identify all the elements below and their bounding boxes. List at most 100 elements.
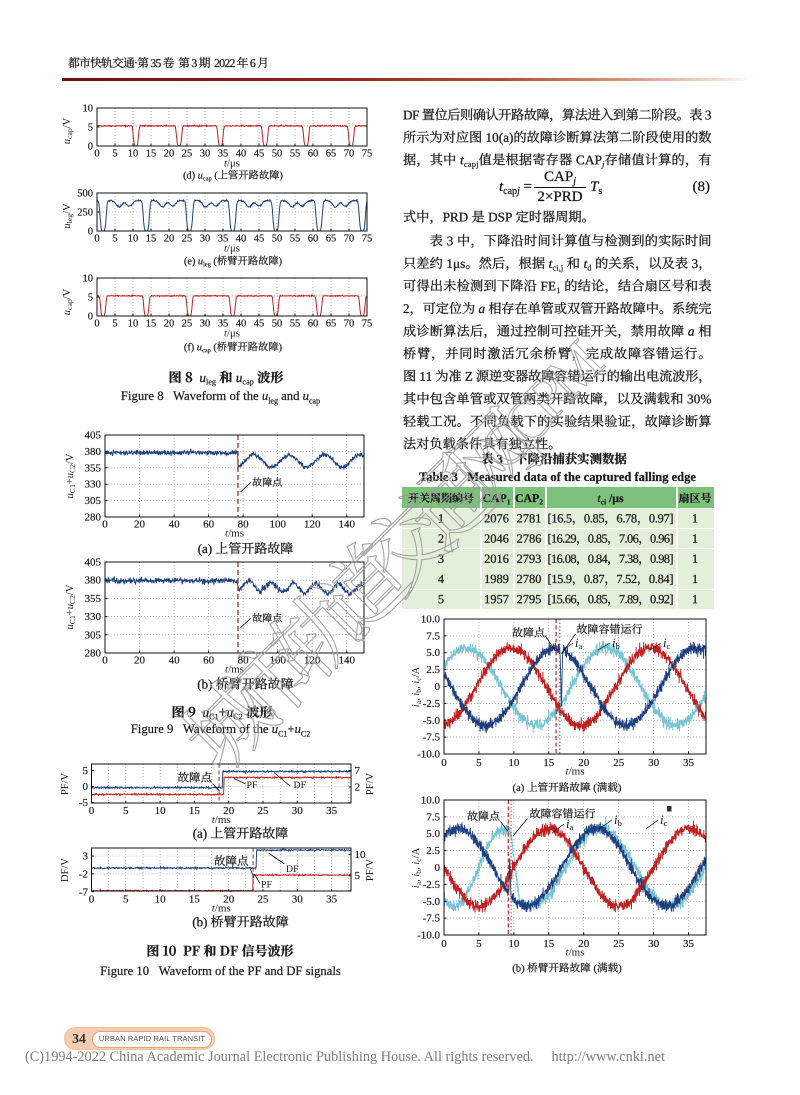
svg-text:35: 35 bbox=[218, 319, 229, 330]
svg-text:5: 5 bbox=[88, 293, 93, 304]
svg-text:ib: ib bbox=[612, 636, 620, 651]
svg-text:80: 80 bbox=[238, 655, 250, 667]
svg-text:-10.0: -10.0 bbox=[417, 749, 440, 761]
svg-text:ucap/V: ucap/V bbox=[62, 288, 74, 315]
svg-text:25: 25 bbox=[258, 805, 270, 817]
svg-text:65: 65 bbox=[326, 234, 337, 245]
svg-text:0: 0 bbox=[94, 319, 99, 330]
svg-text:75: 75 bbox=[362, 234, 373, 245]
svg-text:7: 7 bbox=[355, 765, 361, 777]
svg-text:500: 500 bbox=[77, 189, 93, 200]
svg-text:55: 55 bbox=[290, 319, 301, 330]
svg-text:ia: ia bbox=[575, 636, 582, 651]
svg-text:120: 120 bbox=[304, 519, 321, 531]
svg-text:5: 5 bbox=[88, 123, 93, 134]
svg-text:5: 5 bbox=[112, 149, 117, 160]
svg-text:55: 55 bbox=[290, 234, 301, 245]
svg-text:0: 0 bbox=[435, 862, 441, 874]
svg-text:7.5: 7.5 bbox=[426, 811, 440, 823]
svg-text:-2: -2 bbox=[79, 868, 88, 880]
svg-text:10: 10 bbox=[128, 319, 139, 330]
svg-text:5: 5 bbox=[476, 938, 482, 950]
svg-text:305: 305 bbox=[85, 495, 102, 507]
svg-text:15: 15 bbox=[543, 938, 555, 950]
svg-text:DF/V: DF/V bbox=[60, 858, 71, 882]
svg-text:15: 15 bbox=[146, 319, 157, 330]
svg-text:280: 280 bbox=[85, 512, 102, 524]
svg-text:100: 100 bbox=[269, 519, 286, 531]
svg-text:uC1+uC2/V: uC1+uC2/V bbox=[65, 453, 77, 498]
svg-text:330: 330 bbox=[85, 479, 102, 491]
svg-text:t/μs: t/μs bbox=[224, 328, 240, 340]
svg-text:t/ms: t/ms bbox=[566, 947, 585, 959]
svg-text:5.0: 5.0 bbox=[426, 647, 440, 659]
svg-text:0: 0 bbox=[94, 234, 99, 245]
svg-text:2: 2 bbox=[355, 782, 361, 794]
svg-text:20: 20 bbox=[578, 757, 590, 769]
svg-text:0: 0 bbox=[88, 312, 93, 323]
svg-text:10: 10 bbox=[508, 757, 520, 769]
svg-text:20: 20 bbox=[164, 234, 175, 245]
svg-text:40: 40 bbox=[236, 149, 247, 160]
svg-text:t/μs: t/μs bbox=[224, 158, 240, 170]
svg-text:40: 40 bbox=[169, 655, 181, 667]
svg-text:30: 30 bbox=[648, 757, 660, 769]
svg-text:ia: ia bbox=[566, 817, 573, 832]
svg-text:20: 20 bbox=[223, 805, 235, 817]
svg-text:355: 355 bbox=[85, 462, 102, 474]
svg-text:30: 30 bbox=[200, 234, 211, 245]
svg-text:0: 0 bbox=[83, 781, 89, 793]
svg-text:15: 15 bbox=[543, 757, 555, 769]
svg-text:45: 45 bbox=[254, 149, 265, 160]
svg-text:15: 15 bbox=[146, 149, 157, 160]
svg-text:-5.0: -5.0 bbox=[423, 715, 441, 727]
svg-text:DF: DF bbox=[286, 864, 299, 875]
svg-text:-10.0: -10.0 bbox=[417, 930, 440, 942]
svg-text:30: 30 bbox=[292, 805, 304, 817]
svg-text:5.0: 5.0 bbox=[426, 828, 440, 840]
svg-text:330: 330 bbox=[85, 611, 102, 623]
svg-text:75: 75 bbox=[362, 319, 373, 330]
svg-text:20: 20 bbox=[164, 319, 175, 330]
svg-text:65: 65 bbox=[326, 149, 337, 160]
svg-text:-5: -5 bbox=[79, 797, 89, 809]
svg-text:0: 0 bbox=[89, 893, 95, 905]
svg-text:20: 20 bbox=[223, 893, 235, 905]
svg-text:25: 25 bbox=[258, 893, 270, 905]
svg-text:0: 0 bbox=[88, 142, 93, 153]
svg-text:10: 10 bbox=[355, 849, 367, 861]
svg-text:25: 25 bbox=[182, 149, 193, 160]
svg-text:10: 10 bbox=[155, 893, 167, 905]
svg-text:35: 35 bbox=[326, 805, 338, 817]
svg-text:7.5: 7.5 bbox=[426, 630, 440, 642]
svg-text:5: 5 bbox=[83, 765, 89, 777]
svg-text:t/μs: t/μs bbox=[224, 243, 240, 255]
svg-text:50: 50 bbox=[272, 319, 283, 330]
svg-text:-2.5: -2.5 bbox=[423, 879, 441, 891]
svg-text:20: 20 bbox=[164, 149, 175, 160]
svg-text:t/ms: t/ms bbox=[566, 766, 585, 778]
svg-text:305: 305 bbox=[85, 629, 102, 641]
svg-text:45: 45 bbox=[254, 234, 265, 245]
svg-text:PF/V: PF/V bbox=[60, 772, 71, 795]
svg-text:PF: PF bbox=[247, 780, 258, 791]
svg-text:10: 10 bbox=[83, 274, 94, 285]
svg-text:5: 5 bbox=[123, 805, 129, 817]
svg-text:ia, ib, ic/A: ia, ib, ic/A bbox=[411, 847, 423, 888]
svg-text:15: 15 bbox=[189, 805, 201, 817]
svg-text:0: 0 bbox=[88, 227, 93, 238]
svg-text:140: 140 bbox=[338, 655, 355, 667]
svg-text:40: 40 bbox=[169, 519, 181, 531]
svg-text:25: 25 bbox=[182, 234, 193, 245]
svg-text:-2.5: -2.5 bbox=[423, 698, 441, 710]
svg-text:405: 405 bbox=[85, 557, 102, 569]
svg-text:50: 50 bbox=[272, 149, 283, 160]
svg-text:15: 15 bbox=[189, 893, 201, 905]
svg-text:0: 0 bbox=[94, 149, 99, 160]
svg-text:10: 10 bbox=[128, 234, 139, 245]
svg-text:35: 35 bbox=[683, 757, 695, 769]
svg-text:-7.5: -7.5 bbox=[423, 913, 441, 925]
svg-text:30: 30 bbox=[200, 149, 211, 160]
svg-text:65: 65 bbox=[326, 319, 337, 330]
svg-text:ucap/V: ucap/V bbox=[62, 117, 74, 144]
